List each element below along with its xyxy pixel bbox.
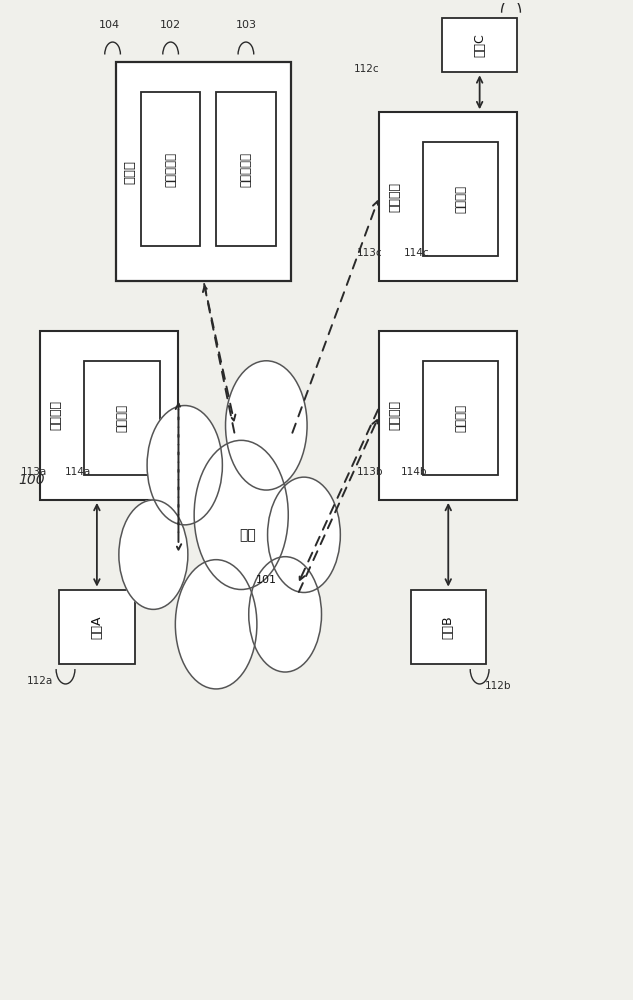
Text: 用户B: 用户B — [442, 615, 454, 639]
Circle shape — [119, 500, 188, 609]
Circle shape — [175, 560, 257, 689]
Circle shape — [194, 440, 288, 589]
Text: 用户C: 用户C — [473, 33, 486, 57]
FancyBboxPatch shape — [216, 92, 276, 246]
Circle shape — [249, 557, 322, 672]
Text: 112b: 112b — [486, 681, 511, 691]
Text: 112a: 112a — [27, 676, 54, 686]
Text: 103: 103 — [235, 20, 256, 30]
Text: 104: 104 — [99, 20, 120, 30]
Text: 用户A: 用户A — [91, 615, 103, 639]
FancyBboxPatch shape — [141, 92, 201, 246]
Text: 113b: 113b — [356, 467, 383, 477]
FancyBboxPatch shape — [41, 331, 179, 500]
Text: 服务器: 服务器 — [123, 160, 136, 184]
Text: 102: 102 — [160, 20, 181, 30]
Circle shape — [268, 477, 341, 592]
Circle shape — [225, 361, 307, 490]
Text: 114b: 114b — [401, 467, 427, 477]
Text: 电子数据库: 电子数据库 — [239, 152, 253, 187]
FancyBboxPatch shape — [423, 142, 498, 256]
Text: 用户设备: 用户设备 — [389, 400, 401, 430]
Text: 114c: 114c — [404, 248, 430, 258]
Text: 用户设备: 用户设备 — [389, 182, 401, 212]
FancyBboxPatch shape — [379, 331, 517, 500]
FancyBboxPatch shape — [442, 18, 517, 72]
Text: 113a: 113a — [21, 467, 47, 477]
FancyBboxPatch shape — [84, 361, 160, 475]
Text: 用户设备: 用户设备 — [49, 400, 63, 430]
Text: 用户界面: 用户界面 — [454, 404, 467, 432]
Text: 101: 101 — [256, 575, 277, 585]
FancyBboxPatch shape — [379, 112, 517, 281]
FancyBboxPatch shape — [411, 589, 486, 664]
Text: 100: 100 — [18, 473, 45, 487]
Text: 网络: 网络 — [239, 528, 256, 542]
Text: 文件处理器: 文件处理器 — [164, 152, 177, 187]
FancyBboxPatch shape — [60, 589, 135, 664]
Text: 114a: 114a — [65, 467, 91, 477]
FancyBboxPatch shape — [116, 62, 291, 281]
FancyBboxPatch shape — [423, 361, 498, 475]
Text: 用户界面: 用户界面 — [454, 185, 467, 213]
Text: 112c: 112c — [354, 64, 380, 74]
Text: 113c: 113c — [357, 248, 382, 258]
Circle shape — [147, 406, 222, 525]
Text: 用户界面: 用户界面 — [115, 404, 128, 432]
